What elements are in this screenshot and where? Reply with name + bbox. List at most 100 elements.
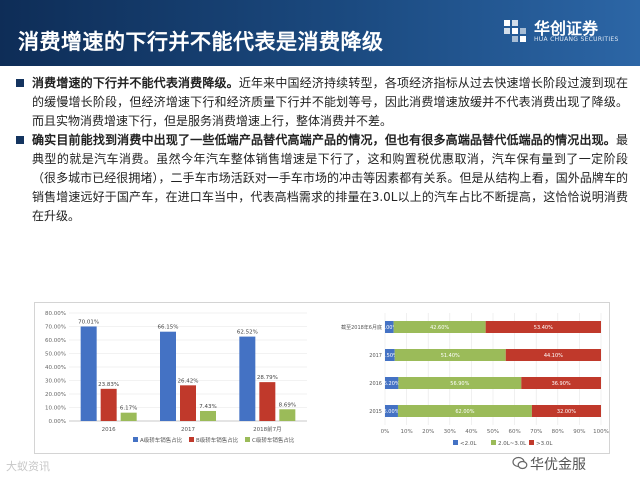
- chart1-x-tick-label: 2016: [102, 427, 116, 433]
- chart1-legend-label: A级轿车销售占比: [140, 436, 183, 444]
- chart1-bar: [180, 385, 196, 421]
- chart2-legend-swatch: [491, 440, 496, 445]
- chart1-legend-swatch: [133, 437, 138, 442]
- chart1-y-tick-label: 50.00%: [45, 352, 66, 358]
- chart2-bar-segment: [385, 377, 399, 389]
- chart2-value-label: 6.20%: [384, 381, 400, 387]
- chart2-legend-swatch: [453, 440, 458, 445]
- paragraph-2-lead: 确实目前能找到消费中出现了一些低端产品替代高端产品的情况，但也有很多高端品替代低…: [32, 133, 616, 147]
- chart2-value-label: 6.00%: [384, 409, 400, 415]
- chart1-bar: [80, 326, 97, 421]
- chart2-x-tick-label: 20%: [422, 429, 434, 435]
- chart1-y-tick-label: 10.00%: [45, 406, 66, 412]
- charts-panel: 0.00% 10.00% 20.00% 30.00% 40.00% 50.00% 60.00…: [34, 302, 610, 454]
- chart1-y-tick-label: 80.00%: [45, 311, 66, 317]
- chart1-y-tick-label: 30.00%: [45, 379, 66, 385]
- chart2-x-tick-label: 10%: [400, 429, 412, 435]
- chart2-value-label: 32.00%: [557, 409, 576, 415]
- chart2-x-tick-label: 90%: [573, 429, 585, 435]
- wechat-icon: [512, 456, 528, 470]
- chart2-x-tick-label: 80%: [552, 429, 564, 435]
- bullet-paragraph-1: 消费增速的下行并不能代表消费降级。近年来中国经济持续转型，各项经济指标从过去快速…: [14, 74, 628, 131]
- company-logo: 华创证券 HUA CHUANG SECURITIES: [502, 14, 628, 54]
- chart2-bar-segment: [398, 377, 522, 389]
- footer-watermark: 大蚁资讯: [6, 460, 50, 473]
- chart1-value-label: 26.42%: [178, 378, 199, 384]
- chart2-legend-swatch: [529, 440, 534, 445]
- chart2-bar-segment: [393, 321, 486, 333]
- chart1-bar: [259, 382, 276, 421]
- chart2-x-tick-label: 50%: [487, 429, 499, 435]
- chart2-value-label: 56.90%: [450, 381, 469, 387]
- footer-brand: 华优金服: [530, 457, 586, 473]
- slide-title: 消费增速的下行并不能代表是消费降级: [18, 30, 384, 54]
- chart2-x-tick-label: 100%: [593, 429, 609, 435]
- chart2-value-label: 62.00%: [455, 409, 474, 415]
- chart1-y-tick-label: 0.00%: [49, 419, 66, 425]
- chart1-bar: [160, 331, 176, 421]
- chart2-value-label: 36.90%: [552, 381, 571, 387]
- chart2-x-tick-label: 0%: [381, 429, 390, 435]
- chart1-legend-label: B级轿车销售占比: [196, 436, 239, 444]
- bullet-paragraph-2: 确实目前能找到消费中出现了一些低端产品替代高端产品的情况，但也有很多高端品替代低…: [14, 131, 628, 226]
- chart2-bar-segment: [397, 405, 532, 417]
- paragraph-1-text: 近年来中国经济持续转型，各项经济指标从过去快速增长阶段过渡到现在的缓慢增长阶段，…: [32, 76, 628, 128]
- chart2-bar-segment: [385, 321, 394, 333]
- chart2-x-tick-label: 70%: [530, 429, 542, 435]
- chart2-legend-label: 2.0L~3.0L: [498, 441, 527, 447]
- chart1-value-label: 8.69%: [279, 402, 296, 408]
- chart1-value-label: 6.17%: [120, 406, 137, 412]
- chart1-x-tick-label: 2018前7月: [253, 425, 282, 433]
- chart2-legend-label: <2.0L: [460, 441, 477, 447]
- chart1-bar: [100, 388, 117, 421]
- chart1-x-tick-label: 2017: [181, 427, 195, 433]
- chart1-value-label: 23.83%: [98, 382, 119, 388]
- chart1-value-label: 70.01%: [78, 319, 99, 325]
- chart1-legend-label: C级轿车销售占比: [252, 436, 295, 444]
- chart1-value-label: 62.52%: [237, 330, 258, 336]
- chart2-y-tick-label: 2016: [369, 381, 382, 387]
- logo-cn-text: 华创证券: [534, 19, 599, 38]
- chart2-value-label: 53.40%: [534, 325, 553, 331]
- chart2-legend-label: >3.0L: [536, 441, 553, 447]
- chart1-value-label: 28.79%: [257, 375, 278, 381]
- chart1-y-tick-label: 60.00%: [45, 338, 66, 344]
- chart2-bar-segment: [485, 321, 601, 333]
- chart2-value-label: 51.40%: [441, 353, 460, 359]
- chart1-legend-swatch: [245, 437, 250, 442]
- chart1-bar: [239, 336, 256, 421]
- chart2-bar-segment: [385, 349, 395, 361]
- paragraph-2-text: 最典型的就是汽车消费。虽然今年汽车整体销售增速是下行了，这和购置税优惠取消，汽车…: [32, 133, 628, 223]
- square-bullet-icon: [16, 79, 24, 87]
- chart1-bar: [279, 409, 296, 421]
- chart2-value-label: 4.00%: [381, 325, 397, 331]
- chart2-bar-segment: [505, 349, 601, 361]
- chart1-y-tick-label: 20.00%: [45, 392, 66, 398]
- chart2-x-tick-label: 30%: [444, 429, 456, 435]
- chart2-y-tick-label: 2015: [369, 409, 382, 415]
- chart1-y-tick-label: 70.00%: [45, 325, 66, 331]
- chart1-value-label: 7.43%: [199, 404, 216, 410]
- chart2-x-tick-label: 40%: [465, 429, 477, 435]
- chart2-value-label: 4.50%: [382, 353, 398, 359]
- chart2-y-tick-label: 截至2018年6月底: [341, 324, 382, 331]
- chart1-bar: [200, 410, 216, 421]
- paragraph-1-lead: 消费增速的下行并不能代表消费降级。: [32, 76, 239, 90]
- chart2-bar-segment: [385, 405, 398, 417]
- chart2-value-label: 44.10%: [544, 353, 563, 359]
- chart1-legend-swatch: [189, 437, 194, 442]
- chart1-y-tick-label: 40.00%: [45, 365, 66, 371]
- chart1-bar: [120, 412, 137, 421]
- chart2-x-tick-label: 60%: [508, 429, 520, 435]
- square-bullet-icon: [16, 136, 24, 144]
- chart2-value-label: 42.60%: [430, 325, 449, 331]
- chart2-y-tick-label: 2017: [369, 353, 382, 359]
- chart2-bar-segment: [521, 377, 601, 389]
- chart2-bar-segment: [531, 405, 601, 417]
- chart1-value-label: 66.15%: [158, 325, 179, 331]
- slide-body: 消费增速的下行并不能代表消费降级。近年来中国经济持续转型，各项经济指标从过去快速…: [14, 74, 628, 226]
- chart2-bar-segment: [394, 349, 506, 361]
- logo-en-text: HUA CHUANG SECURITIES: [534, 36, 619, 43]
- slide-header: 消费增速的下行并不能代表是消费降级 华创证券 HUA CHUANG SECURI…: [0, 0, 640, 66]
- logo-mark-icon: [504, 20, 526, 42]
